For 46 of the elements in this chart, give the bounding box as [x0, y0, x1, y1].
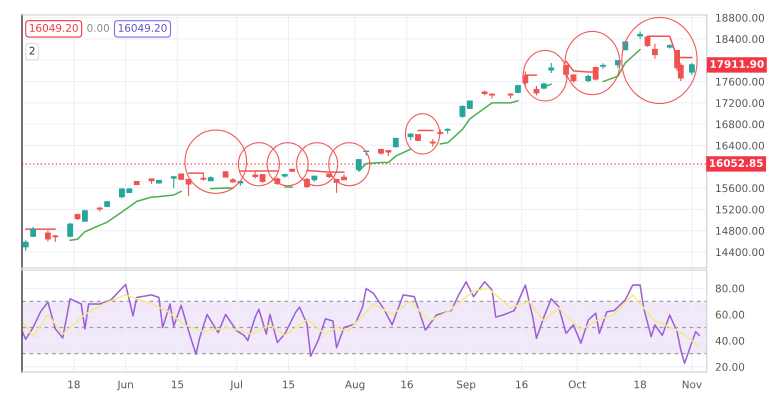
- line-series: [22, 288, 700, 347]
- candlestick: [170, 176, 177, 189]
- y-tick-label: 14800.00: [716, 226, 764, 235]
- y-tick-label: 18800.00: [716, 14, 764, 22]
- x-tick-label: 15: [282, 380, 294, 388]
- annotation: 2: [30, 46, 34, 55]
- x-tick-label: Jul: [230, 380, 242, 390]
- x-tick-label: Jun: [116, 380, 133, 390]
- candlestick: [82, 209, 88, 222]
- candlestick: [22, 240, 29, 252]
- y-tick-label: 60.00: [716, 310, 744, 319]
- x-tick-label: Oct: [568, 380, 586, 388]
- y-tick-label: 15600.00: [716, 184, 764, 192]
- y-tick-label: 14400.00: [716, 248, 764, 256]
- candlestick: [548, 62, 554, 74]
- x-tick-label: Sep: [457, 380, 476, 390]
- candlestick: [652, 43, 658, 60]
- y-tick-label: 17600.00: [716, 78, 764, 86]
- candlestick: [392, 137, 399, 148]
- y-tick-label: 16400.00: [716, 142, 764, 150]
- annotation: 16049.20: [118, 24, 167, 32]
- annotation: 16049.20: [30, 24, 78, 32]
- candlestick: [356, 158, 362, 172]
- x-tick-label: 16: [516, 380, 528, 388]
- candlestick: [67, 222, 74, 238]
- candlestick: [688, 62, 695, 76]
- x-tick-label: 15: [172, 380, 184, 388]
- y-tick-label: 16800.00: [716, 120, 764, 128]
- candlestick: [30, 226, 36, 238]
- y-tick-label: 20.00: [716, 362, 744, 371]
- line-series: [22, 281, 700, 364]
- x-tick-label: Aug: [345, 380, 364, 390]
- annotation: 17911.90: [710, 60, 764, 68]
- y-tick-label: 40.00: [716, 336, 744, 345]
- candlestick: [592, 66, 599, 82]
- y-tick-label: 80.00: [716, 284, 744, 292]
- candlestick: [534, 85, 540, 96]
- annotation: 0.00: [87, 24, 110, 32]
- y-tick-label: 18400.00: [716, 35, 764, 44]
- x-tick-label: Nov: [682, 380, 702, 388]
- x-tick-label: 18: [68, 380, 80, 388]
- ref-line-label: 16052.85: [710, 159, 763, 167]
- x-tick-label: 16: [401, 380, 413, 388]
- x-tick-label: 18: [634, 380, 646, 388]
- y-tick-label: 17200.00: [716, 99, 764, 107]
- y-tick-label: 15200.00: [716, 206, 764, 214]
